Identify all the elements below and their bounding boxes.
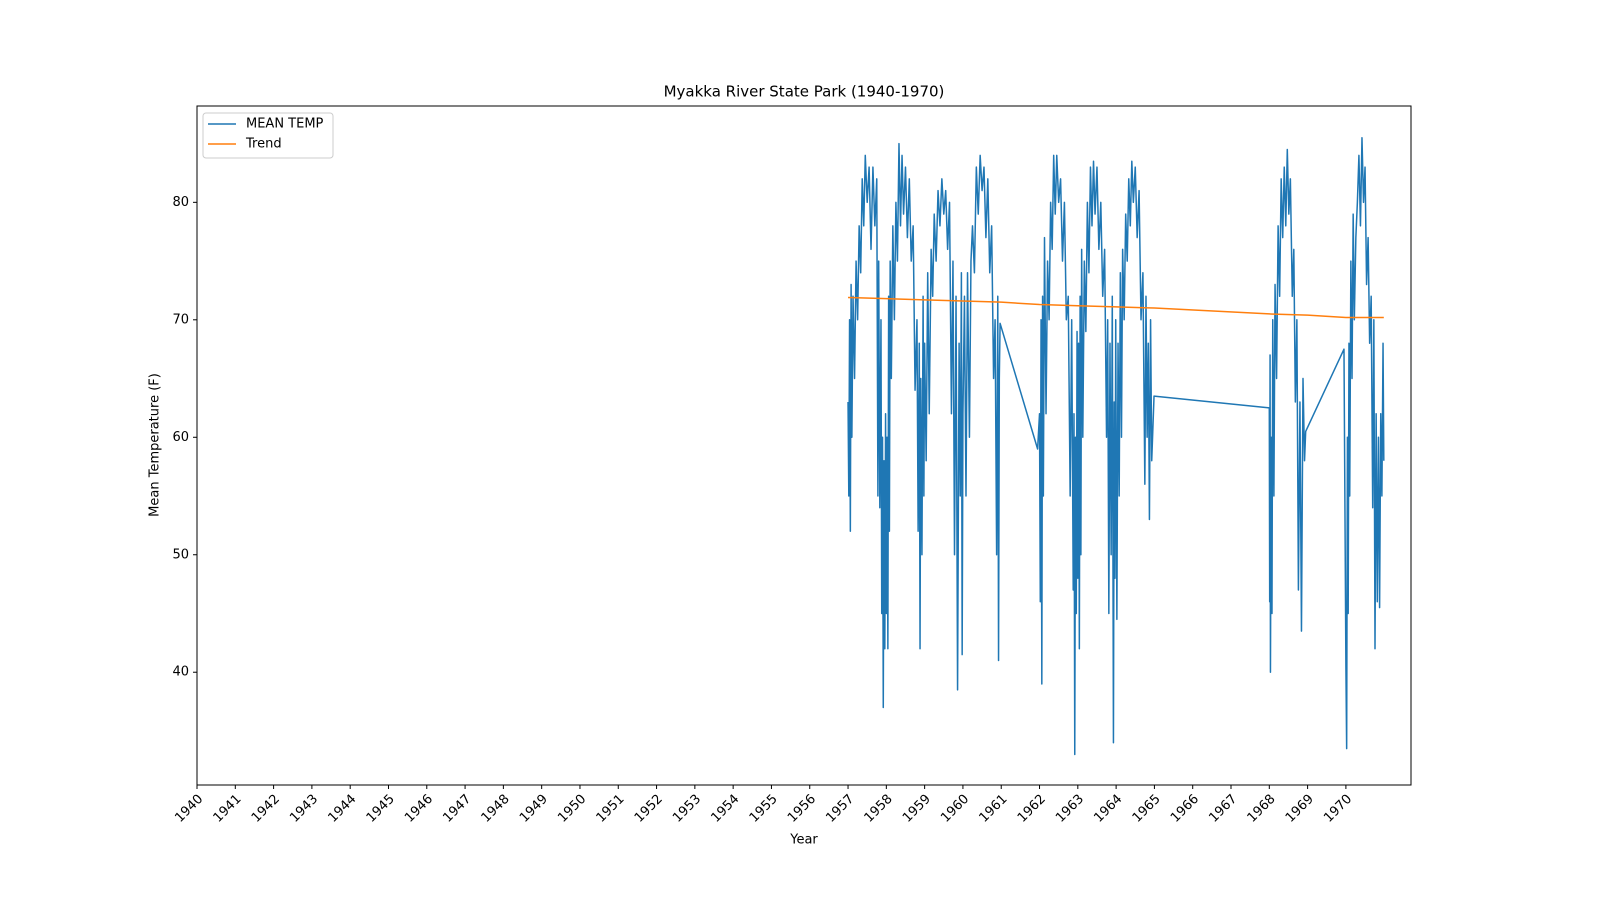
x-tick-label: 1943 bbox=[287, 792, 321, 826]
x-tick-label: 1960 bbox=[938, 792, 972, 826]
x-tick-label: 1953 bbox=[670, 792, 704, 826]
x-tick-label: 1963 bbox=[1053, 792, 1087, 826]
x-tick-label: 1970 bbox=[1321, 792, 1355, 826]
x-tick-label: 1967 bbox=[1206, 792, 1240, 826]
x-tick-label: 1954 bbox=[708, 792, 742, 826]
legend: MEAN TEMP Trend bbox=[202, 112, 334, 159]
y-tick-label: 80 bbox=[172, 195, 189, 210]
legend-label: Trend bbox=[245, 137, 282, 152]
x-tick-label: 1944 bbox=[325, 792, 359, 826]
y-tick-label: 70 bbox=[172, 312, 189, 327]
x-tick-label: 1956 bbox=[785, 792, 819, 826]
y-tick-label: 50 bbox=[172, 547, 189, 562]
x-tick-label: 1947 bbox=[440, 792, 474, 826]
x-tick-label: 1957 bbox=[823, 792, 857, 826]
x-tick-label: 1950 bbox=[555, 792, 589, 826]
x-tick-label: 1945 bbox=[364, 792, 398, 826]
x-tick-label: 1964 bbox=[1091, 792, 1125, 826]
y-tick-label: 40 bbox=[172, 665, 189, 680]
series-line bbox=[847, 136, 1385, 756]
x-tick-label: 1961 bbox=[977, 792, 1011, 826]
plot-frame bbox=[196, 105, 1412, 786]
x-tick-label: 1969 bbox=[1283, 792, 1317, 826]
chart-title: Myakka River State Park (1940-1970) bbox=[664, 83, 945, 101]
x-tick-label: 1948 bbox=[479, 792, 513, 826]
x-tick-label: 1949 bbox=[517, 792, 551, 826]
x-tick-label: 1940 bbox=[172, 792, 206, 826]
x-tick-label: 1958 bbox=[862, 792, 896, 826]
series-line bbox=[848, 296, 1384, 319]
x-tick-label: 1941 bbox=[211, 792, 245, 826]
x-tick-label: 1946 bbox=[402, 792, 436, 826]
y-tick-label: 60 bbox=[172, 430, 189, 445]
x-tick-label: 1962 bbox=[1015, 792, 1049, 826]
x-tick-label: 1951 bbox=[594, 792, 628, 826]
x-axis-label: Year bbox=[789, 833, 818, 848]
legend-label: MEAN TEMP bbox=[246, 117, 324, 132]
y-axis-label: Mean Temperature (F) bbox=[148, 373, 163, 517]
x-tick-label: 1955 bbox=[747, 792, 781, 826]
x-tick-label: 1959 bbox=[900, 792, 934, 826]
x-tick-label: 1966 bbox=[1168, 792, 1202, 826]
x-tick-label: 1942 bbox=[249, 792, 283, 826]
x-tick-label: 1952 bbox=[632, 792, 666, 826]
x-tick-label: 1968 bbox=[1245, 792, 1279, 826]
x-tick-label: 1965 bbox=[1130, 792, 1164, 826]
